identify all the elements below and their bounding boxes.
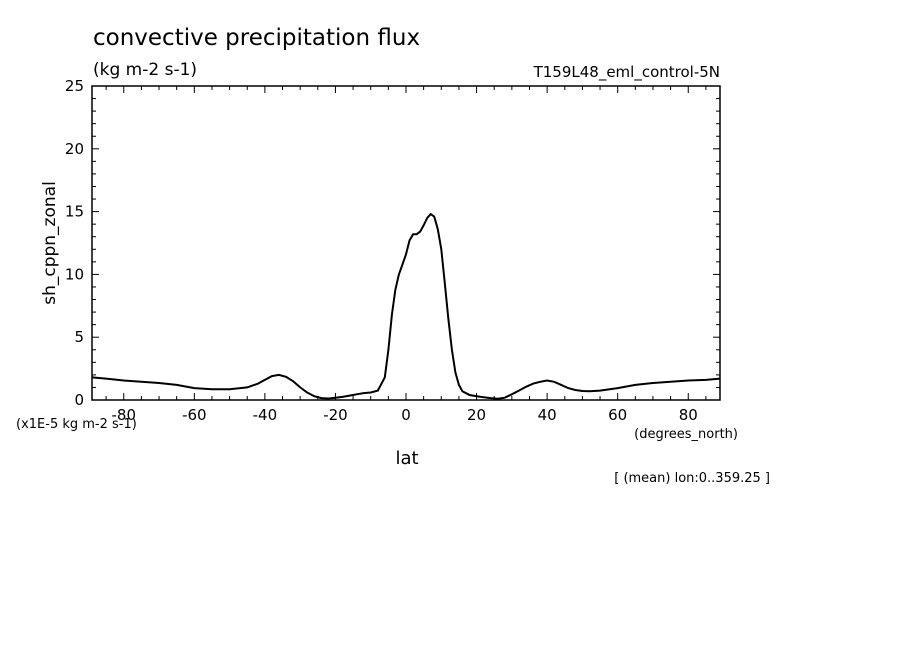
- plot-frame: [91, 85, 721, 401]
- footnote: [ (mean) lon:0..359.25 ]: [614, 471, 770, 486]
- x-tick-label: 40: [538, 406, 557, 424]
- x-tick-label: 80: [679, 406, 698, 424]
- x-axis: -80 -60 -40 -20 0 20 40 60 80: [105, 86, 707, 424]
- x-tick-label: -60: [182, 406, 207, 424]
- y-axis: 0 5 10 15 20 25: [65, 77, 720, 409]
- y-tick-label: 25: [65, 77, 84, 95]
- x-tick-label: 0: [401, 406, 411, 424]
- data-line: [91, 212, 721, 400]
- y-axis-label: sh_cppn_zonal: [40, 181, 60, 305]
- chart-title: convective precipitation flux: [93, 25, 420, 51]
- x-tick-label: -40: [253, 406, 278, 424]
- x-units-label: (degrees_north): [634, 427, 738, 442]
- x-tick-label: -80: [112, 406, 137, 424]
- x-tick-label: -20: [323, 406, 348, 424]
- chart-units: (kg m-2 s-1): [93, 60, 197, 80]
- x-tick-label: 60: [608, 406, 627, 424]
- y-tick-label: 10: [65, 265, 84, 283]
- x-axis-label: lat: [395, 448, 418, 469]
- y-tick-label: 5: [74, 328, 84, 346]
- y-tick-label: 15: [65, 203, 84, 221]
- x-tick-label: 20: [467, 406, 486, 424]
- y-tick-label: 0: [74, 391, 84, 409]
- y-tick-label: 20: [65, 140, 84, 158]
- run-label: T159L48_eml_control-5N: [533, 63, 720, 82]
- plot-border: [91, 85, 721, 401]
- y-scale-note: (x1E-5 kg m-2 s-1): [16, 417, 137, 432]
